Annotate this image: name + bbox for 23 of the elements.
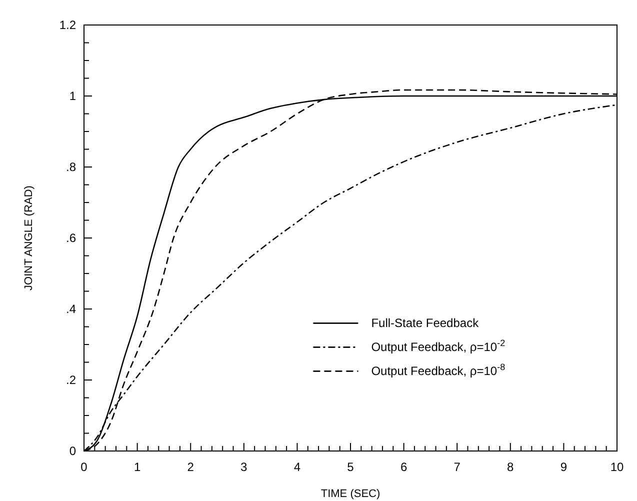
x-tick-label: 9 — [560, 460, 568, 474]
x-tick-label: 0 — [80, 460, 88, 474]
x-tick-label: 6 — [400, 460, 408, 474]
x-tick-label: 5 — [347, 460, 354, 474]
y-tick-label: .8 — [66, 160, 76, 174]
legend-label: Full-State Feedback — [371, 316, 480, 330]
y-tick-label: 1 — [69, 89, 76, 103]
x-tick-label: 2 — [187, 460, 194, 474]
y-tick-label: 1.2 — [59, 18, 76, 32]
x-tick-label: 1 — [134, 460, 141, 474]
x-axis-title: TIME (SEC) — [320, 488, 380, 500]
legend-label: Output Feedback, ρ=10$^{-8}$ — [371, 362, 506, 378]
legend-label: Output Feedback, ρ=10$^{-2}$ — [371, 338, 506, 354]
x-tick-label: 7 — [454, 460, 461, 474]
y-axis-title: JOINT ANGLE (RAD) — [23, 186, 35, 290]
x-tick-label: 8 — [507, 460, 514, 474]
y-tick-label: .4 — [66, 302, 76, 316]
x-tick-label: 3 — [240, 460, 248, 474]
y-tick-label: .2 — [66, 373, 76, 387]
y-tick-label: 0 — [69, 444, 76, 458]
x-tick-label: 4 — [294, 460, 301, 474]
y-tick-label: .6 — [66, 231, 76, 245]
x-tick-label: 10 — [610, 460, 624, 474]
